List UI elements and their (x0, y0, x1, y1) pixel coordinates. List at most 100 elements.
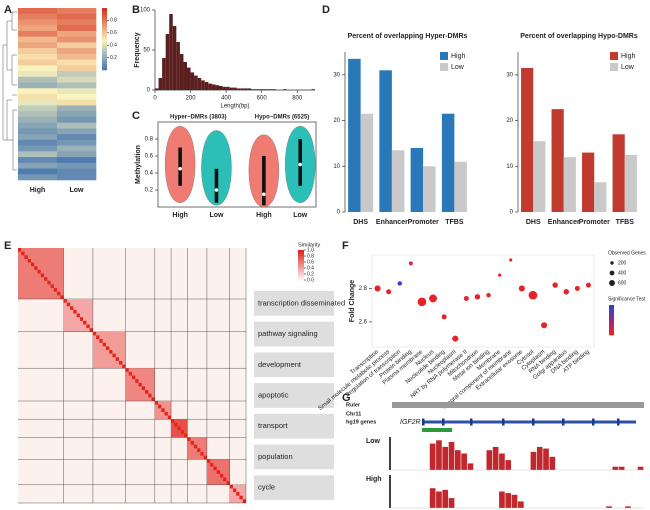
signal-bar (442, 489, 449, 508)
term-box (254, 444, 334, 470)
legend-swatch (440, 52, 448, 60)
matrix-diagonal (158, 404, 162, 409)
matrix-diagonal (226, 481, 230, 485)
legend-title: Significance Test (608, 296, 646, 302)
signal-bar (505, 493, 512, 508)
heatmap-cell (57, 116, 97, 123)
panel-label: C (132, 110, 140, 122)
y-tick-label: 0.6 (145, 154, 154, 160)
matrix-diagonal (118, 360, 123, 365)
bubble (498, 273, 502, 277)
chart-title: Percent of overlapping Hyper-DMRs (348, 33, 468, 40)
matrix-diagonal (70, 306, 74, 310)
colorbar (102, 14, 107, 18)
signal-bar (442, 446, 449, 470)
colorbar (609, 330, 614, 333)
heatmap-cell (57, 76, 97, 83)
panel-label: F (342, 240, 349, 252)
bubble (574, 285, 580, 291)
colorbar (298, 274, 304, 277)
plot-frame (157, 121, 317, 208)
colorbar (102, 45, 107, 49)
violin-median (262, 192, 266, 197)
y-tick-label: 0 (337, 210, 341, 216)
matrix-diagonal (180, 430, 185, 434)
x-tick-label: Low (293, 212, 308, 219)
heatmap-cell (57, 30, 97, 37)
heatmap-cell (57, 8, 97, 15)
bar (612, 134, 625, 212)
colorbar-label: 0.4 (307, 265, 314, 271)
bar (379, 70, 392, 213)
legend-title: Similarity (298, 242, 321, 248)
heatmap-cell (57, 99, 97, 106)
matrix-diagonal (200, 452, 204, 456)
colorbar (609, 310, 614, 313)
colorbar (102, 66, 107, 71)
histogram-bar (201, 80, 205, 90)
matrix-diagonal (60, 295, 64, 299)
matrix-diagonal (145, 390, 149, 394)
colorbar (102, 35, 107, 40)
x-tick-label: DHS (353, 219, 368, 226)
bubble (441, 314, 447, 320)
bubble (408, 261, 413, 266)
bar (551, 109, 564, 212)
histogram-bar (240, 88, 244, 90)
heatmap-cell (18, 116, 58, 123)
heatmap-cell (57, 36, 97, 43)
heatmap-cell (18, 65, 58, 72)
signal-bar (461, 453, 467, 470)
y-tick-label: 50 (143, 48, 150, 54)
track-label: High (366, 476, 382, 483)
bubble (518, 285, 525, 292)
signal-bar (492, 446, 499, 470)
histogram-bar (251, 89, 255, 90)
term-label: transcription disseminated (258, 298, 345, 307)
matrix-diagonal (216, 470, 220, 474)
matrix-diagonal (190, 441, 194, 445)
colorbar (102, 8, 107, 12)
matrix-diagonal (171, 419, 175, 423)
x-tick-label: 600 (257, 96, 268, 102)
signal-bar (455, 450, 461, 470)
bar (624, 154, 637, 212)
y-tick-label: 0.4 (145, 171, 154, 177)
matrix-diagonal (44, 277, 48, 281)
x-tick-label: 0 (153, 96, 157, 102)
bar (410, 148, 424, 212)
y-tick-label: 10 (333, 164, 340, 170)
y-tick-label: 20 (506, 118, 513, 124)
colorbar (609, 315, 614, 318)
bubble (528, 290, 538, 300)
transcript (422, 428, 452, 432)
dendrogram (2, 11, 17, 171)
matrix-diagonal (177, 426, 181, 431)
legend-bubble (610, 261, 614, 265)
panel-label: B (132, 4, 140, 16)
histogram-bar (183, 62, 187, 90)
signal-bar (549, 456, 556, 470)
bubble (585, 282, 591, 288)
x-tick-label: 200 (186, 96, 197, 102)
histogram-bar (169, 14, 173, 90)
matrix-diagonal (109, 350, 113, 354)
heatmap-cell (57, 174, 97, 181)
heatmap-cell (57, 65, 97, 72)
signal-bar (625, 506, 631, 508)
histogram-bar (208, 83, 212, 90)
colorbar (298, 258, 304, 261)
y-tick-label: 30 (506, 72, 513, 78)
bubble (417, 297, 427, 307)
heatmap-cell (18, 168, 58, 175)
legend-swatch (440, 63, 448, 71)
bar (563, 157, 576, 212)
colorbar-label: 0.0 (307, 277, 314, 283)
exon (442, 418, 445, 426)
colorbar (102, 23, 107, 27)
colorbar (609, 317, 614, 321)
heatmap-cell (57, 168, 97, 175)
signal-bar (530, 451, 537, 470)
heatmap-cell (18, 13, 58, 20)
heatmap-cell (57, 82, 97, 89)
